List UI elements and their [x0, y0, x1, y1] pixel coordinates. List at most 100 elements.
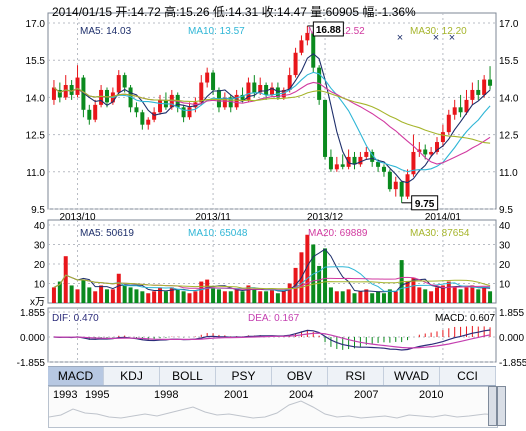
price-tick-left: 17.0	[26, 19, 46, 30]
candle-up	[222, 97, 227, 108]
candle-up	[470, 89, 475, 100]
high-label: 高:	[164, 5, 180, 19]
tab-macd[interactable]: MACD	[48, 367, 104, 385]
volume-bar	[193, 291, 198, 303]
volume-bar	[340, 291, 345, 303]
candle-up	[446, 114, 451, 133]
navigator-sparkline	[49, 400, 497, 419]
tab-wvad[interactable]: WVAD	[384, 367, 440, 385]
price-ma5-line	[53, 53, 491, 184]
price-tick-right: 17.0	[499, 19, 519, 30]
tab-boll[interactable]: BOLL	[160, 367, 216, 385]
macd-tick-right: 1.855	[499, 308, 524, 319]
price-tick-right: 11.0	[499, 168, 518, 179]
panel-frame-0	[47, 12, 497, 210]
candle-up	[93, 104, 98, 120]
nav-year-1998: 1998	[154, 389, 179, 401]
date-tick-label: 2013/10	[59, 212, 96, 223]
volume-bar	[393, 291, 398, 303]
volume-bar	[417, 287, 422, 303]
candle-down	[140, 112, 145, 125]
macd-legend-dif: DIF: 0.470	[52, 313, 99, 324]
volume-bar	[116, 273, 121, 303]
candle-up	[246, 82, 251, 100]
volume-bar	[216, 289, 221, 303]
volume-bar	[158, 287, 163, 303]
price-legend-ma10: MA10: 13.57	[188, 26, 245, 37]
volume-bar	[163, 291, 168, 303]
volume-tick-right: 40	[499, 221, 511, 232]
candle-down	[323, 99, 328, 157]
price-tick-left: 15.5	[26, 56, 46, 67]
volume-bar	[270, 289, 274, 303]
candle-down	[275, 87, 280, 98]
volume-tick-right: 30	[499, 241, 511, 252]
candle-up	[358, 156, 363, 165]
volume-bar	[128, 287, 133, 303]
tab-kdj[interactable]: KDJ	[104, 367, 160, 385]
volume-bar	[352, 293, 357, 303]
volume-bar	[134, 289, 139, 303]
open-value: 14.72	[130, 5, 161, 19]
candle-down	[128, 87, 133, 108]
volume-bar	[199, 281, 204, 303]
candle-down	[87, 109, 92, 120]
tab-psy[interactable]: PSY	[216, 367, 272, 385]
nav-year-2007: 2007	[354, 389, 379, 401]
volume-bar	[275, 293, 280, 303]
change-label: 幅:	[362, 5, 378, 19]
price-ma10-line	[53, 71, 491, 173]
volume-bar	[446, 281, 451, 303]
volume-bar	[252, 289, 257, 303]
tab-rsi[interactable]: RSI	[328, 367, 384, 385]
volume-legend-ma5: MA5: 50619	[80, 228, 134, 239]
volume-bar	[104, 289, 109, 303]
volume-bar	[152, 291, 157, 303]
candle-down	[240, 94, 245, 100]
macd-legend-macd: MACD: 0.607	[435, 313, 495, 324]
candle-down	[399, 181, 404, 197]
volume-bar	[370, 293, 375, 303]
price-tick-left: 14.0	[26, 93, 46, 104]
volume-bar	[287, 283, 292, 303]
candle-down	[252, 82, 257, 93]
volume-bar	[187, 293, 192, 303]
price-tick-right: 14.0	[499, 93, 519, 104]
tab-obv[interactable]: OBV	[272, 367, 328, 385]
volume-bar	[122, 285, 127, 303]
change-value: -1.36%	[377, 5, 416, 19]
nav-year-2010: 2010	[419, 389, 444, 401]
volume-bar	[317, 265, 322, 303]
max-annotation-value: 16.88	[316, 25, 341, 36]
volume-bar	[281, 291, 286, 303]
price-tick-right: 9.5	[499, 205, 513, 216]
tab-cci[interactable]: CCI	[440, 367, 496, 385]
candle-up	[464, 99, 469, 113]
candle-down	[352, 156, 357, 165]
navigator-right-handle[interactable]	[497, 386, 506, 426]
volume-bar	[51, 287, 56, 303]
volume-bar	[476, 289, 481, 303]
candle-up	[393, 181, 398, 190]
candle-up	[51, 87, 56, 100]
volume-bar	[381, 293, 386, 303]
history-navigator[interactable]: 1993 1995 1998 2001 2004 2007 2010	[48, 386, 498, 428]
volume-ma30-line	[53, 274, 491, 290]
candle-up	[452, 107, 457, 115]
volume-bar	[110, 289, 115, 303]
volume-ma10-line	[53, 266, 491, 292]
volume-bar	[435, 287, 440, 303]
volume-bar	[222, 291, 227, 303]
volume-bar	[63, 256, 68, 303]
macd-tick-left: 1.855	[20, 308, 45, 319]
candle-up	[417, 149, 422, 152]
nav-year-2001: 2001	[224, 389, 249, 401]
volume-bar	[387, 289, 392, 303]
navigator-left-handle[interactable]	[488, 386, 497, 426]
candle-down	[134, 107, 139, 113]
volume-bar	[334, 291, 339, 303]
volume-bar	[328, 287, 333, 303]
price-tick-left: 9.5	[31, 205, 45, 216]
volume-bar	[464, 287, 469, 303]
price-ma30-line	[53, 87, 491, 144]
